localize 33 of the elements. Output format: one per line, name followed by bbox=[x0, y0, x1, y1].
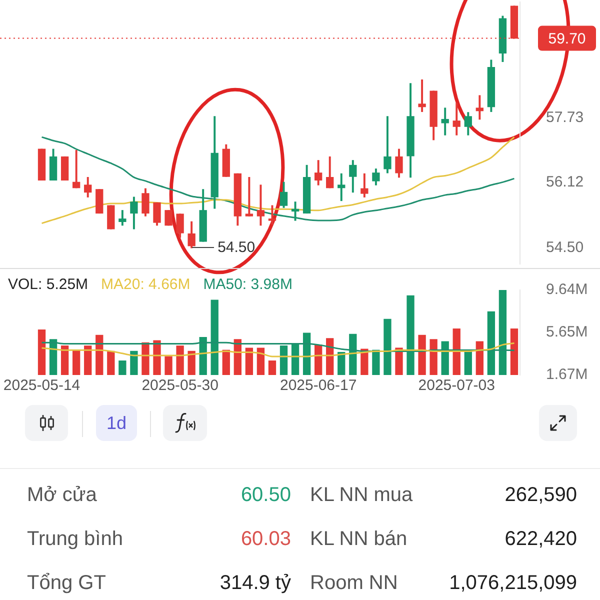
text: 314.9 tỷ bbox=[220, 572, 291, 594]
y-tick-label: 1.67M bbox=[546, 366, 588, 384]
x-tick-label: 2025-06-17 bbox=[280, 377, 357, 394]
interval-button: 1d bbox=[96, 405, 137, 441]
category-label: Mở cửa bbox=[27, 483, 97, 507]
text: MA50: 3.98M bbox=[203, 276, 292, 294]
annotation: 54.50 bbox=[218, 239, 256, 256]
x-tick-label: 2025-05-30 bbox=[142, 377, 218, 394]
text: 60.03 bbox=[240, 528, 291, 550]
category-label: Trung bình bbox=[27, 527, 123, 551]
category-label: KL NN mua bbox=[310, 483, 413, 507]
category-label: Tổng GT bbox=[27, 571, 106, 595]
x-tick-label: 2025-05-14 bbox=[3, 377, 80, 394]
category-label: Room NN bbox=[310, 571, 398, 595]
category-label: KL NN bán bbox=[310, 527, 408, 551]
y-tick-label: 9.64M bbox=[546, 281, 588, 298]
y-tick-label: 56.12 bbox=[546, 174, 584, 191]
text: 60.50 bbox=[240, 484, 291, 506]
text: 262,590 bbox=[504, 484, 577, 506]
annotation: VOL: 5.25M bbox=[8, 276, 88, 294]
y-tick-label: 5.65M bbox=[546, 324, 588, 341]
ref-line-label: 59.70 bbox=[548, 30, 586, 48]
candlestick bbox=[107, 205, 115, 230]
y-tick-label: 54.50 bbox=[546, 239, 584, 256]
x-tick-label: 2025-07-03 bbox=[418, 377, 495, 394]
candlestick bbox=[96, 189, 104, 214]
y-tick-label: 57.73 bbox=[546, 108, 584, 126]
candlestick bbox=[60, 156, 69, 180]
text: MA20: 4.66M bbox=[101, 276, 190, 294]
text: 1,076,215,099 bbox=[449, 572, 577, 594]
text: 622,420 bbox=[504, 528, 577, 550]
candlestick bbox=[164, 210, 172, 226]
line-series bbox=[41, 342, 515, 358]
